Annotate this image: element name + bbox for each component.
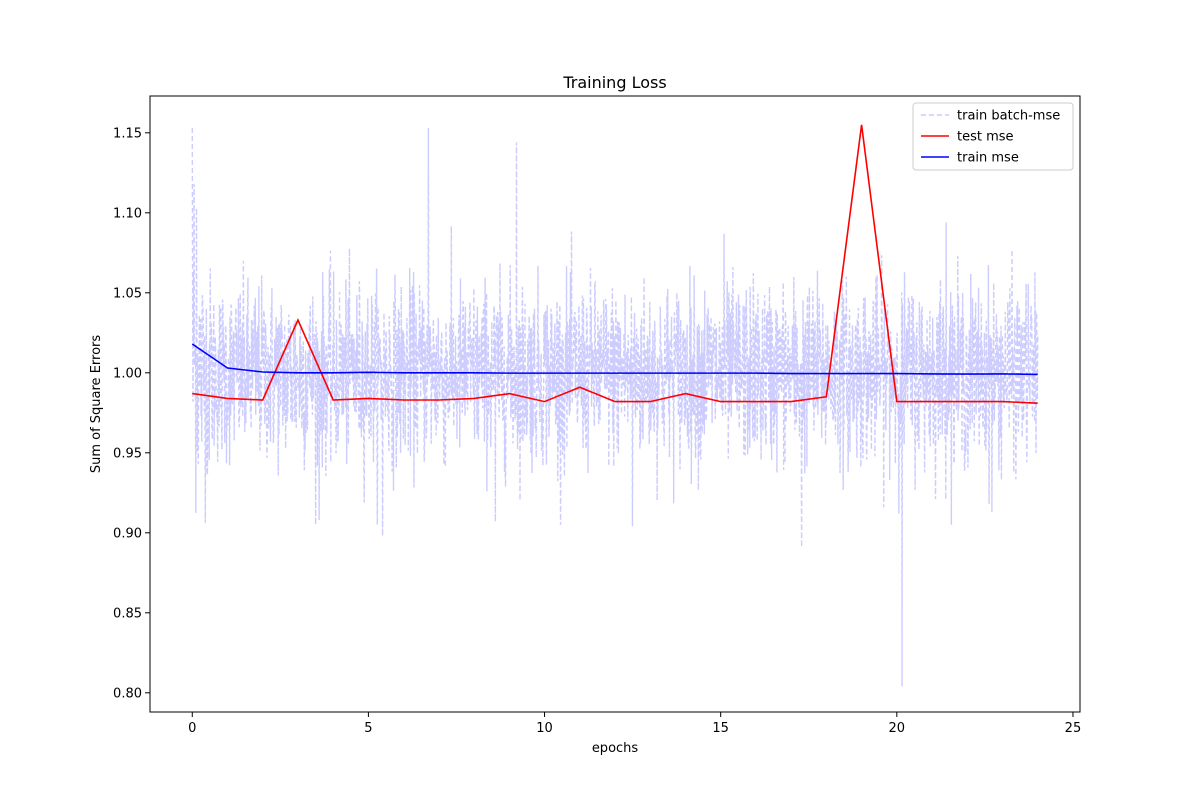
legend-label: train batch-mse xyxy=(957,109,1060,124)
y-tick-label: 0.85 xyxy=(113,606,142,621)
chart-title: Training Loss xyxy=(562,73,666,92)
y-tick-label: 0.95 xyxy=(113,446,142,461)
x-tick-label: 15 xyxy=(712,721,729,736)
y-axis-label: Sum of Square Errors xyxy=(89,335,104,474)
legend-label: train mse xyxy=(957,151,1019,166)
y-axis-ticks: 0.80 0.85 0.90 0.95 1.00 1.05 1.10 1.15 xyxy=(113,126,150,701)
x-tick-label: 20 xyxy=(889,721,906,736)
legend: train batch-mse test mse train mse xyxy=(912,102,1074,171)
series-train-mse xyxy=(191,343,1038,376)
plot-area xyxy=(149,95,1081,713)
y-tick-label: 1.15 xyxy=(113,126,142,141)
x-tick-label: 5 xyxy=(364,721,372,736)
y-tick-label: 1.00 xyxy=(113,366,142,381)
series-layer xyxy=(191,124,1039,687)
y-tick-label: 1.10 xyxy=(113,206,142,221)
series-test-mse xyxy=(192,124,1038,404)
x-tick-label: 10 xyxy=(536,721,553,736)
x-axis-ticks: 0 5 10 15 20 25 xyxy=(188,712,1081,736)
y-tick-label: 0.80 xyxy=(113,686,142,701)
x-tick-label: 25 xyxy=(1065,721,1082,736)
x-axis-label: epochs xyxy=(592,741,639,756)
legend-label: test mse xyxy=(957,130,1014,145)
y-tick-label: 0.90 xyxy=(113,526,142,541)
plot-frame xyxy=(149,95,1081,713)
series-train-batch-mse xyxy=(191,127,1039,687)
x-tick-label: 0 xyxy=(188,721,196,736)
y-tick-label: 1.05 xyxy=(113,286,142,301)
legend-box xyxy=(912,102,1074,171)
